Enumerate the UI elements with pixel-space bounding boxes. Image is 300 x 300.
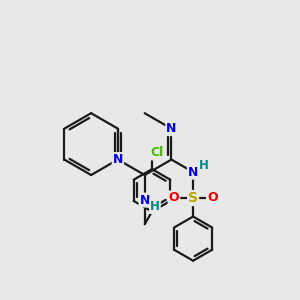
Text: O: O: [169, 191, 179, 205]
Text: Cl: Cl: [151, 146, 164, 159]
Text: N: N: [113, 153, 123, 166]
Text: N: N: [140, 194, 150, 207]
Text: N: N: [166, 122, 177, 135]
Text: H: H: [150, 200, 160, 213]
Text: S: S: [188, 191, 198, 205]
Text: O: O: [207, 191, 217, 205]
Text: N: N: [188, 166, 198, 178]
Text: H: H: [199, 159, 208, 172]
